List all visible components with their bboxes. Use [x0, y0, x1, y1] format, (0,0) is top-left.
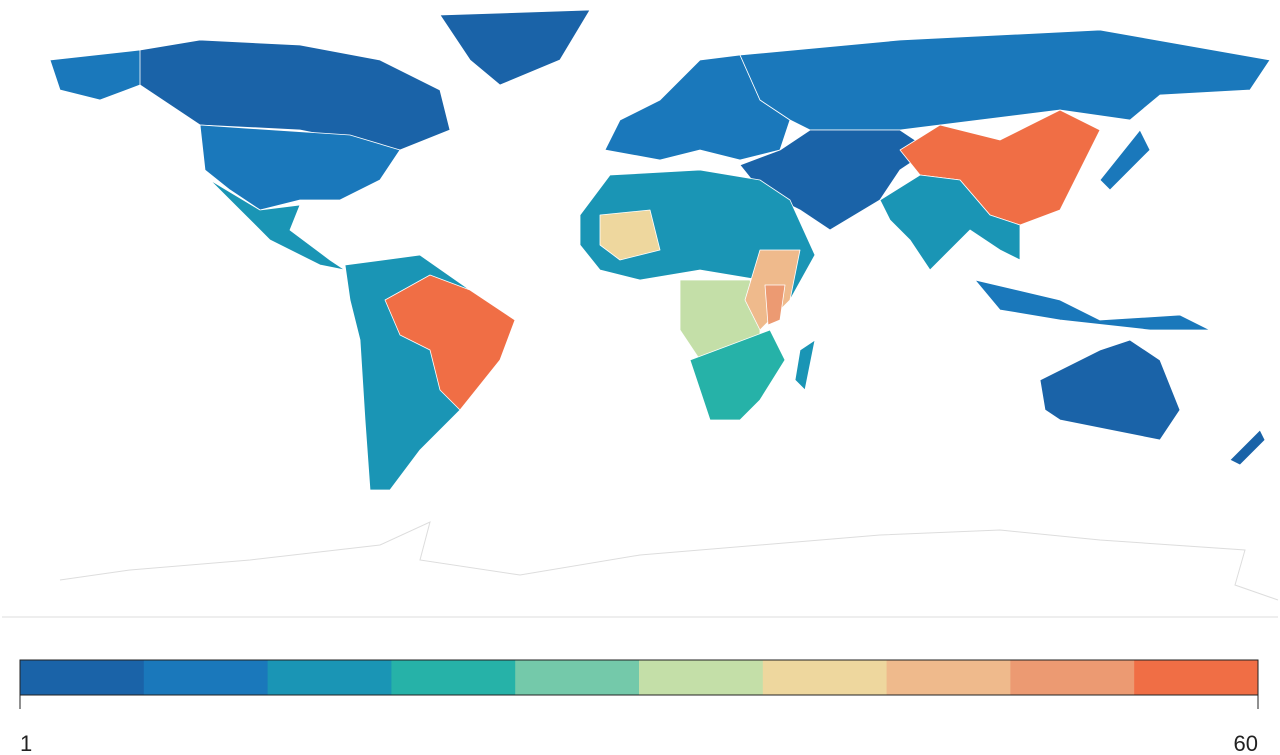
color-swatch	[515, 660, 640, 695]
brazil	[384, 274, 516, 411]
color-swatch	[391, 660, 516, 695]
color-swatch	[886, 660, 1011, 695]
madagascar	[794, 339, 816, 391]
russia	[739, 29, 1271, 131]
alaska	[49, 49, 141, 101]
color-swatch	[762, 660, 888, 695]
color-swatch	[639, 660, 764, 695]
color-swatch	[1010, 660, 1135, 695]
color-swatch	[1134, 660, 1259, 695]
color-swatch	[267, 660, 392, 695]
kenya	[764, 284, 786, 326]
west-africa	[599, 209, 661, 261]
tick-label: 60	[1234, 731, 1258, 755]
australia	[1039, 339, 1181, 441]
color-swatch	[143, 660, 269, 695]
color-bar-frame	[19, 659, 1259, 696]
japan	[1099, 129, 1151, 191]
world-map	[2, 9, 1279, 618]
greenland	[439, 9, 591, 86]
south-asia	[879, 174, 1021, 271]
indonesia	[974, 279, 1211, 331]
antarctica	[59, 521, 1279, 601]
tick-label: 1	[20, 731, 32, 755]
usa	[199, 124, 401, 211]
new-zealand	[1229, 429, 1266, 466]
southern-africa	[689, 329, 786, 421]
color-swatch	[20, 660, 145, 695]
color-bar: 1 60	[19, 659, 1259, 755]
central-america	[209, 179, 346, 271]
